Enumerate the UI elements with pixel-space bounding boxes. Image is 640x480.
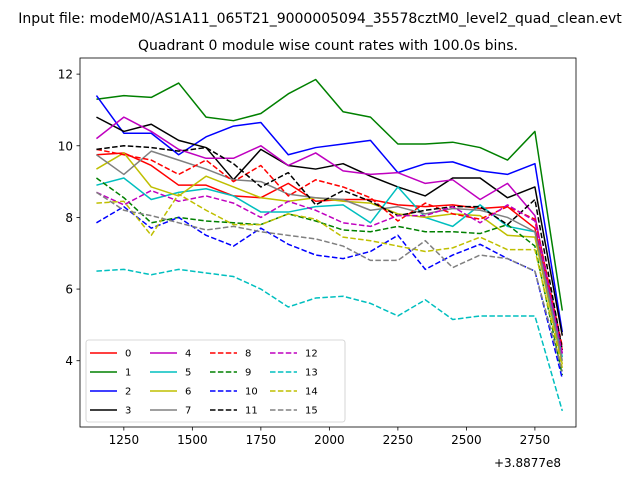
legend-label-1: 1: [125, 368, 131, 379]
x-tick-label: 2000: [314, 433, 345, 447]
x-tick-label: 2250: [383, 433, 414, 447]
series-line-4: [95, 116, 564, 354]
series-line-5: [96, 177, 564, 358]
series-line-7: [96, 150, 564, 361]
series-line-8: [96, 148, 564, 347]
legend-box: [85, 339, 346, 423]
x-tick-label: 2500: [451, 433, 482, 447]
legend-label-0: 0: [125, 349, 131, 360]
chart-title: Quadrant 0 module wise count rates with …: [138, 38, 518, 54]
legend-label-2: 2: [125, 387, 131, 398]
series-line-1: [96, 78, 564, 311]
x-offset-label: +3.8877e8: [494, 456, 561, 470]
legend-label-13: 13: [305, 368, 318, 379]
legend-label-10: 10: [245, 387, 258, 398]
y-tick-label: 6: [65, 283, 73, 297]
series-line-9: [96, 177, 564, 376]
series-line-3: [96, 116, 564, 336]
series-line-11: [96, 145, 564, 351]
legend-label-5: 5: [185, 368, 191, 379]
y-tick-label: 8: [65, 211, 73, 225]
y-tick-label: 12: [58, 68, 73, 82]
series-lines: [95, 78, 564, 412]
series-line-2: [95, 95, 564, 333]
legend-label-12: 12: [305, 349, 318, 360]
axes-frame: [79, 57, 577, 428]
legend-label-8: 8: [245, 349, 251, 360]
x-tick-label: 1500: [177, 433, 208, 447]
legend-label-7: 7: [185, 406, 191, 417]
series-line-13: [96, 268, 564, 412]
legend-label-3: 3: [125, 406, 131, 417]
y-tick-label: 4: [65, 354, 73, 368]
x-tick-label: 2750: [520, 433, 551, 447]
series-line-12: [96, 189, 564, 354]
legend-label-9: 9: [245, 368, 251, 379]
legend-label-15: 15: [305, 406, 318, 417]
series-line-15: [96, 191, 564, 372]
y-tick-label: 10: [58, 139, 73, 153]
x-tick-label: 1250: [109, 433, 140, 447]
figure-suptitle: Input file: modeM0/AS1A11_065T21_9000005…: [18, 11, 622, 27]
series-line-10: [96, 205, 564, 379]
series-line-14: [96, 193, 564, 369]
series-line-6: [96, 152, 564, 365]
legend-label-14: 14: [305, 387, 318, 398]
legend-label-6: 6: [185, 387, 191, 398]
legend-label-11: 11: [245, 406, 258, 417]
x-tick-label: 1750: [246, 433, 277, 447]
legend-label-4: 4: [185, 349, 191, 360]
